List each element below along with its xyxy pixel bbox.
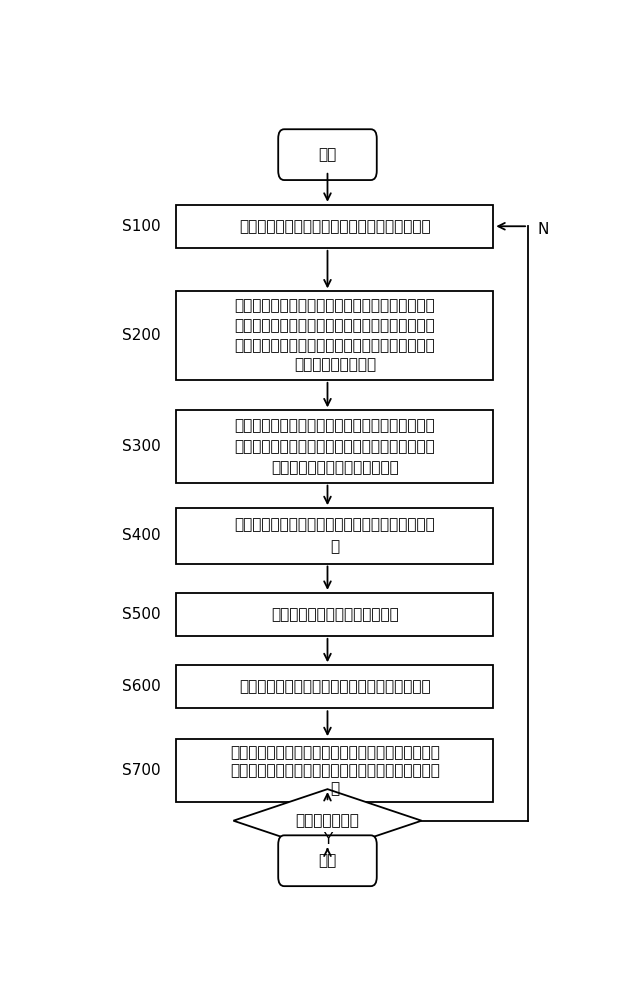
Text: 完成热疗方案？: 完成热疗方案？ [296, 813, 359, 828]
Text: 根据三维图像组，确定热疗方案: 根据三维图像组，确定热疗方案 [271, 607, 399, 622]
Text: 组: 组 [330, 539, 339, 554]
Text: S700: S700 [123, 763, 161, 778]
FancyBboxPatch shape [176, 665, 493, 708]
Text: 控制无场线在垂直于圆筒形磁体轴线的平面上进行: 控制无场线在垂直于圆筒形磁体轴线的平面上进行 [235, 299, 435, 314]
Text: S500: S500 [123, 607, 161, 622]
Text: 基于长弯曲磁体对构建梯度磁场，并形成无场线: 基于长弯曲磁体对构建梯度磁场，并形成无场线 [239, 219, 431, 234]
Text: 设定深度，对活体床上的目标活体对象进行逐层扫: 设定深度，对活体床上的目标活体对象进行逐层扫 [235, 439, 435, 454]
Text: 根据热疗方案，控制无场线围绕待热疗的部位旋转，: 根据热疗方案，控制无场线围绕待热疗的部位旋转， [230, 745, 440, 760]
FancyBboxPatch shape [176, 739, 493, 802]
Text: S200: S200 [123, 328, 161, 343]
Polygon shape [233, 789, 422, 852]
Text: N: N [537, 222, 549, 237]
Text: 结束: 结束 [318, 853, 337, 868]
FancyBboxPatch shape [176, 508, 493, 564]
FancyBboxPatch shape [176, 205, 493, 248]
Text: S400: S400 [123, 528, 161, 543]
Text: 基于长弯曲磁体对构建梯度磁场，并形成无场线: 基于长弯曲磁体对构建梯度磁场，并形成无场线 [239, 679, 431, 694]
Text: 疗: 疗 [330, 781, 339, 796]
FancyBboxPatch shape [176, 593, 493, 636]
Text: Y: Y [323, 832, 332, 847]
Text: 开始: 开始 [318, 147, 337, 162]
Text: S600: S600 [123, 679, 161, 694]
Text: S300: S300 [123, 439, 161, 454]
Text: 控制圆环形磁体产生射频磁场，对待热疗部位进行热: 控制圆环形磁体产生射频磁场，对待热疗部位进行热 [230, 763, 440, 778]
Text: 理，得到断层图像组: 理，得到断层图像组 [294, 358, 376, 373]
Text: 将完整的断层图像组进行分类融合，得到三维图像: 将完整的断层图像组进行分类融合，得到三维图像 [235, 517, 435, 532]
Text: 平移旋转，对活体床上的目标活体对象进行断层扫: 平移旋转，对活体床上的目标活体对象进行断层扫 [235, 318, 435, 333]
FancyBboxPatch shape [176, 291, 493, 380]
FancyBboxPatch shape [278, 835, 377, 886]
Text: 描，得到电磁感应信号；对电磁感应信号进行预处: 描，得到电磁感应信号；对电磁感应信号进行预处 [235, 338, 435, 353]
Text: 控制活体床或无场线沿圆筒形磁体的轴线方向移动: 控制活体床或无场线沿圆筒形磁体的轴线方向移动 [235, 418, 435, 433]
Text: S100: S100 [123, 219, 161, 234]
Text: 描成像，得到完整的断层图像组: 描成像，得到完整的断层图像组 [271, 460, 399, 475]
FancyBboxPatch shape [176, 410, 493, 483]
FancyBboxPatch shape [278, 129, 377, 180]
